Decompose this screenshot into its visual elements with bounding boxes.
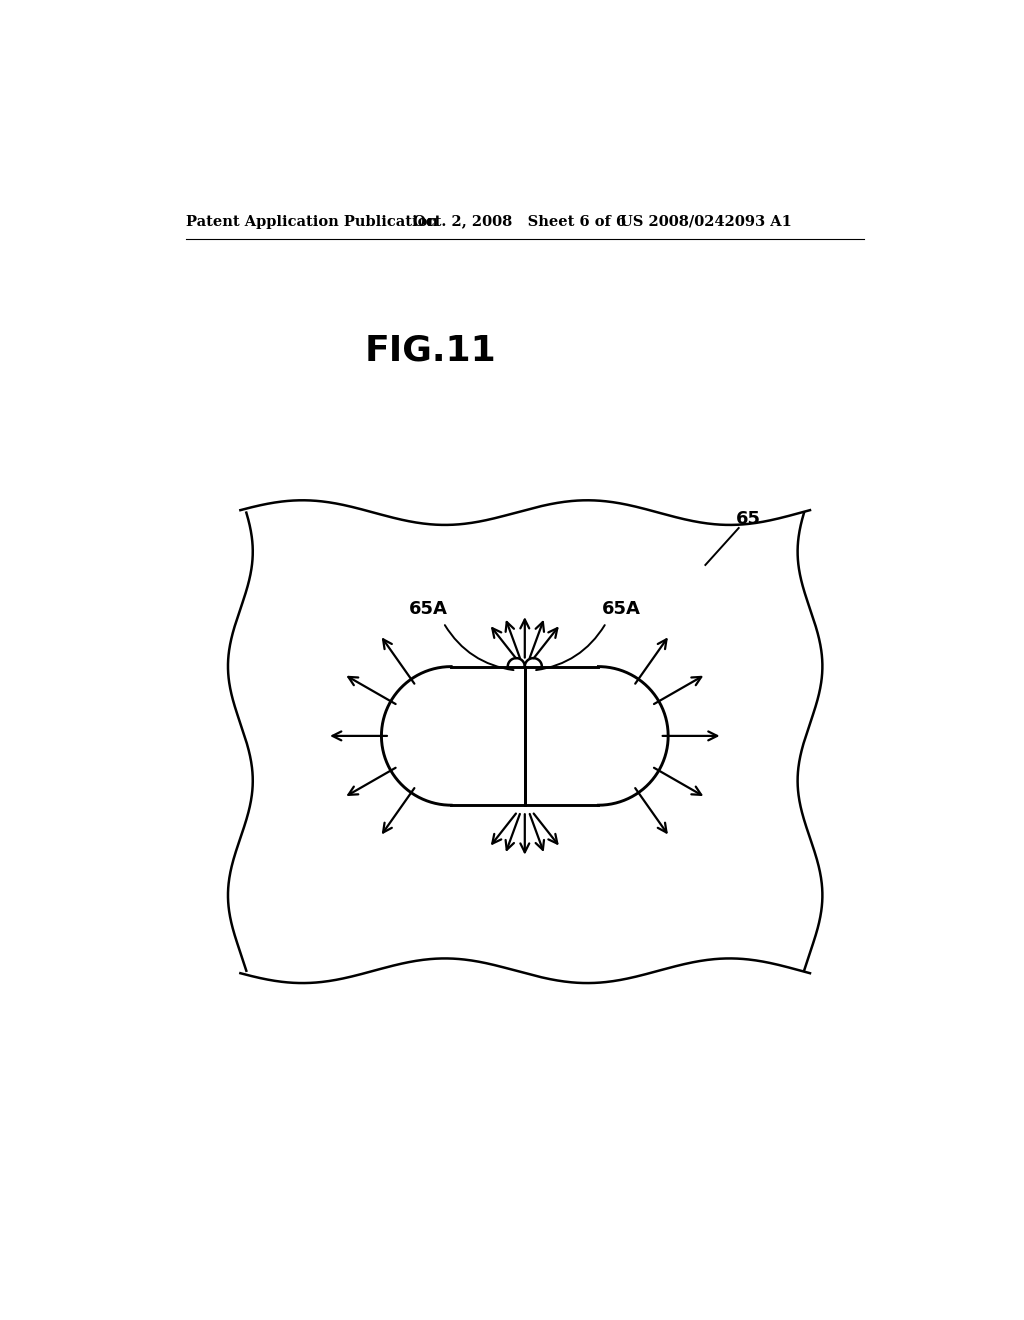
Text: 65A: 65A xyxy=(409,599,447,618)
Text: 65: 65 xyxy=(735,510,761,528)
Text: Oct. 2, 2008   Sheet 6 of 6: Oct. 2, 2008 Sheet 6 of 6 xyxy=(414,215,627,228)
Text: 65A: 65A xyxy=(602,599,641,618)
Text: Patent Application Publication: Patent Application Publication xyxy=(186,215,438,228)
Text: US 2008/0242093 A1: US 2008/0242093 A1 xyxy=(621,215,792,228)
Text: FIG.11: FIG.11 xyxy=(365,334,496,368)
